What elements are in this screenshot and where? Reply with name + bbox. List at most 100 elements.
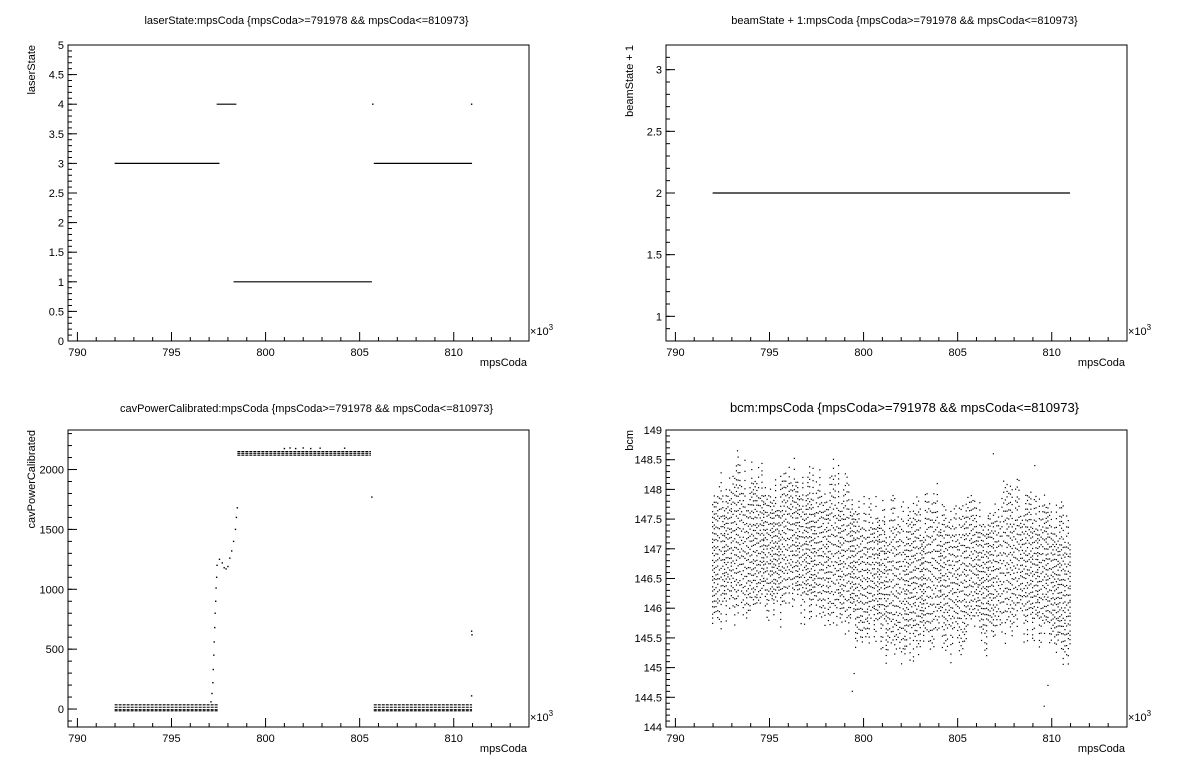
- data-point: [727, 581, 729, 583]
- data-point: [1062, 546, 1064, 549]
- data-point: [979, 605, 981, 607]
- data-point: [873, 628, 875, 631]
- data-point: [858, 500, 860, 503]
- data-point: [1069, 624, 1071, 626]
- data-point: [994, 569, 996, 571]
- data-point: [1050, 526, 1052, 528]
- data-point: [933, 575, 935, 577]
- data-point: [916, 546, 918, 548]
- data-point: [809, 466, 811, 468]
- data-point: [1043, 560, 1046, 562]
- data-point: [907, 580, 909, 583]
- data-point: [866, 597, 869, 599]
- data-point: [781, 515, 784, 517]
- data-point: [766, 578, 768, 580]
- data-point: [967, 496, 969, 499]
- y-axis-label: laserState: [26, 45, 38, 95]
- data-point: [1035, 507, 1037, 509]
- data-point: [1062, 617, 1064, 619]
- data-point: [775, 583, 777, 585]
- data-point: [1045, 598, 1047, 601]
- data-point: [1040, 572, 1042, 575]
- data-point: [1067, 632, 1069, 634]
- data-point: [747, 588, 749, 590]
- data-point: [812, 520, 814, 522]
- data-point: [955, 599, 957, 601]
- data-point: [735, 547, 738, 549]
- data-point: [911, 596, 913, 599]
- data-point: [936, 544, 938, 547]
- data-point: [965, 601, 967, 603]
- data-point: [989, 550, 991, 553]
- data-point: [849, 573, 852, 575]
- data-point: [739, 471, 741, 474]
- data-point: [735, 504, 738, 506]
- data-point: [831, 475, 833, 477]
- data-point: [712, 532, 714, 534]
- data-point: [735, 510, 738, 512]
- data-point: [749, 605, 751, 607]
- data-point: [851, 545, 853, 547]
- data-point: [803, 601, 806, 603]
- data-point: [992, 577, 995, 579]
- data-point: [795, 576, 797, 578]
- data-point: [904, 619, 906, 621]
- data-point: [720, 594, 722, 596]
- data-point: [882, 509, 884, 511]
- data-point: [810, 526, 812, 528]
- data-point: [889, 543, 891, 545]
- x-exponent-power: 3: [1147, 323, 1152, 332]
- data-point: [911, 577, 913, 579]
- data-point: [725, 550, 727, 552]
- data-point: [752, 591, 755, 593]
- data-point: [1006, 496, 1008, 498]
- data-point: [923, 589, 925, 591]
- data-point: [1033, 595, 1035, 597]
- data-point: [1064, 601, 1066, 603]
- data-point: [853, 525, 855, 527]
- data-point: [846, 609, 848, 611]
- data-point: [999, 580, 1001, 583]
- data-point: [771, 540, 773, 542]
- data-point: [877, 590, 879, 592]
- data-point: [1067, 542, 1069, 544]
- data-point: [735, 533, 738, 536]
- data-point: [902, 530, 904, 532]
- data-point: [832, 622, 835, 624]
- data-point: [763, 548, 765, 550]
- data-point: [953, 617, 955, 619]
- data-point: [764, 595, 766, 598]
- data-point: [797, 517, 799, 519]
- data-point: [720, 482, 722, 484]
- data-point: [722, 507, 724, 509]
- data-point: [967, 535, 969, 537]
- data-point: [943, 514, 945, 516]
- data-point: [785, 556, 787, 559]
- data-point: [883, 521, 886, 523]
- data-point: [778, 516, 780, 518]
- data-point: [909, 584, 911, 587]
- data-point: [732, 540, 734, 542]
- data-point: [977, 609, 979, 611]
- data-point: [861, 587, 864, 589]
- data-point: [763, 540, 765, 542]
- data-point: [1057, 639, 1059, 641]
- data-point: [861, 608, 864, 610]
- data-point: [739, 513, 741, 515]
- x-tick-label: 800: [854, 347, 872, 359]
- data-point: [764, 503, 766, 505]
- data-point: [751, 517, 753, 519]
- data-point: [790, 529, 792, 531]
- data-point: [735, 584, 738, 586]
- data-point: [904, 593, 906, 595]
- data-point: [897, 583, 899, 585]
- data-point: [945, 609, 947, 611]
- data-point: [933, 567, 935, 569]
- data-point: [778, 532, 780, 534]
- data-point: [963, 539, 966, 541]
- data-point: [792, 583, 794, 585]
- data-point: [1035, 495, 1037, 498]
- data-point: [819, 496, 821, 498]
- data-point: [1043, 494, 1046, 496]
- data-point: [812, 548, 814, 550]
